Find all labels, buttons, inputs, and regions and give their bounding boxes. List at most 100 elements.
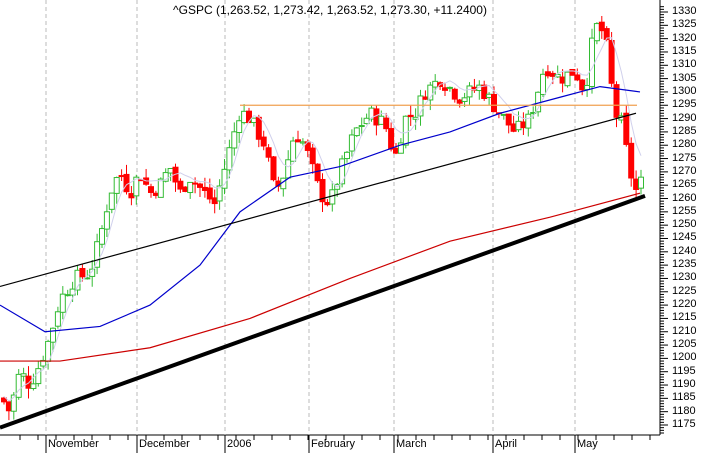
y-axis-label: 1195 [672, 364, 696, 377]
candle-up [231, 131, 238, 149]
candle-up [584, 84, 591, 91]
candle-down [510, 123, 517, 132]
candle-up [10, 394, 17, 412]
candle-down [314, 163, 321, 182]
candle-up [216, 185, 223, 202]
y-axis-label: 1280 [672, 138, 697, 151]
candle-up [74, 269, 81, 291]
candle-up [486, 93, 493, 98]
candle-up [339, 158, 346, 185]
candle-down [319, 178, 326, 203]
candle-down [255, 116, 262, 140]
candle-up [515, 120, 522, 131]
candle-up [103, 211, 110, 230]
y-axis-label: 1250 [672, 218, 697, 231]
y-axis-label: 1270 [672, 164, 697, 177]
ma-50-line [0, 85, 641, 333]
candle-up [427, 84, 434, 101]
candle-up [432, 80, 439, 88]
candle-up [99, 228, 105, 245]
y-axis-label: 1200 [672, 351, 697, 364]
candle-up [402, 115, 409, 146]
candle-up [397, 142, 404, 154]
candle-up [378, 115, 385, 125]
y-axis-label: 1260 [672, 191, 697, 204]
candle-down [422, 96, 429, 100]
candle-down [148, 186, 154, 193]
candle-down [608, 40, 615, 84]
candle-down [123, 173, 130, 193]
y-axis-label: 1295 [672, 98, 697, 111]
candle-up [64, 294, 71, 297]
y-axis-label: 1210 [672, 324, 697, 337]
candle-down [1, 397, 7, 403]
candle-down [260, 136, 267, 147]
candle-down [456, 99, 463, 104]
candle-down [182, 186, 189, 192]
candle-up [638, 176, 644, 189]
candle-up [564, 71, 571, 87]
candle-down [383, 117, 390, 130]
candle-up [358, 125, 365, 128]
x-axis-label: November [48, 438, 99, 450]
y-axis-label: 1180 [672, 404, 696, 417]
candle-up [461, 97, 468, 102]
candle-up [290, 140, 297, 162]
candle-up [241, 110, 248, 124]
candle-down [211, 197, 218, 205]
candle-up [30, 383, 37, 390]
candle-up [446, 86, 453, 89]
candle-up [54, 311, 61, 327]
candle-down [388, 128, 395, 150]
candle-down [549, 72, 556, 77]
y-axis-label: 1285 [672, 124, 697, 137]
candle-down [505, 113, 512, 126]
candle-down [201, 186, 208, 191]
candle-down [633, 178, 640, 190]
candle-down [5, 401, 12, 412]
y-axis-label: 1235 [672, 258, 697, 271]
candle-up [353, 127, 360, 137]
y-axis-label: 1305 [672, 71, 697, 84]
candle-up [94, 241, 101, 268]
candle-down [559, 76, 566, 84]
candle-down [25, 375, 32, 389]
candle-down [442, 87, 448, 91]
candle-down [407, 114, 414, 118]
candle-up [157, 178, 164, 198]
short-ma-line [3, 37, 642, 402]
candle-up [525, 113, 532, 129]
y-axis-label: 1315 [672, 44, 697, 57]
candle-up [466, 85, 473, 98]
candle-down [603, 28, 610, 40]
candle-up [236, 120, 243, 134]
y-axis-label: 1230 [672, 271, 697, 284]
y-axis-label: 1325 [672, 18, 697, 31]
chart-title: ^GSPC (1,263.52, 1,273.42, 1,263.52, 1,2… [173, 3, 487, 17]
candle-down [579, 79, 586, 91]
candle-up [344, 151, 350, 160]
candle-up [500, 113, 507, 116]
x-axis-label: May [577, 438, 598, 450]
candle-up [226, 147, 233, 171]
candle-up [540, 73, 546, 95]
candle-up [113, 177, 120, 194]
y-axis-label: 1265 [672, 178, 697, 191]
y-axis-label: 1330 [672, 5, 697, 17]
y-axis-label: 1240 [672, 244, 697, 257]
candle-down [206, 187, 213, 200]
y-axis-label: 1185 [672, 391, 696, 404]
candle-down [623, 112, 630, 145]
candle-up [15, 373, 22, 398]
y-axis-label: 1320 [672, 31, 697, 44]
candle-down [192, 182, 199, 185]
candle-down [520, 121, 527, 129]
candle-down [393, 147, 399, 154]
candle-down [491, 94, 497, 113]
thick-trendline [0, 193, 646, 430]
y-axis-label: 1215 [672, 311, 697, 324]
candle-up [59, 293, 66, 313]
x-axis-label: April [495, 438, 518, 450]
